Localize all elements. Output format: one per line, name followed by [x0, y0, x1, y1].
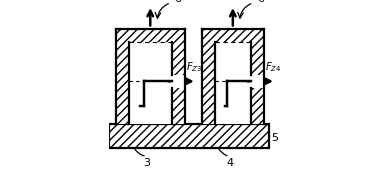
Bar — [172, 75, 186, 88]
Text: 6: 6 — [257, 0, 264, 4]
Text: 4: 4 — [226, 158, 233, 168]
Text: $F_{R4}$: $F_{R4}$ — [207, 0, 224, 3]
Bar — [202, 29, 215, 124]
Bar — [251, 29, 264, 124]
Text: 6: 6 — [174, 0, 181, 4]
Text: $F_{R3}$: $F_{R3}$ — [125, 0, 141, 3]
Bar — [202, 29, 264, 42]
Bar — [202, 29, 264, 124]
Text: $F_{Z3}$: $F_{Z3}$ — [186, 61, 202, 74]
Bar — [116, 29, 185, 124]
Bar — [116, 29, 185, 42]
Bar — [172, 29, 185, 124]
Bar — [116, 29, 129, 124]
Bar — [109, 124, 269, 148]
Text: 5: 5 — [271, 133, 278, 143]
Bar — [109, 124, 269, 148]
Text: $F_{Z4}$: $F_{Z4}$ — [265, 61, 281, 74]
Text: 3: 3 — [144, 158, 150, 168]
Bar — [250, 75, 265, 88]
